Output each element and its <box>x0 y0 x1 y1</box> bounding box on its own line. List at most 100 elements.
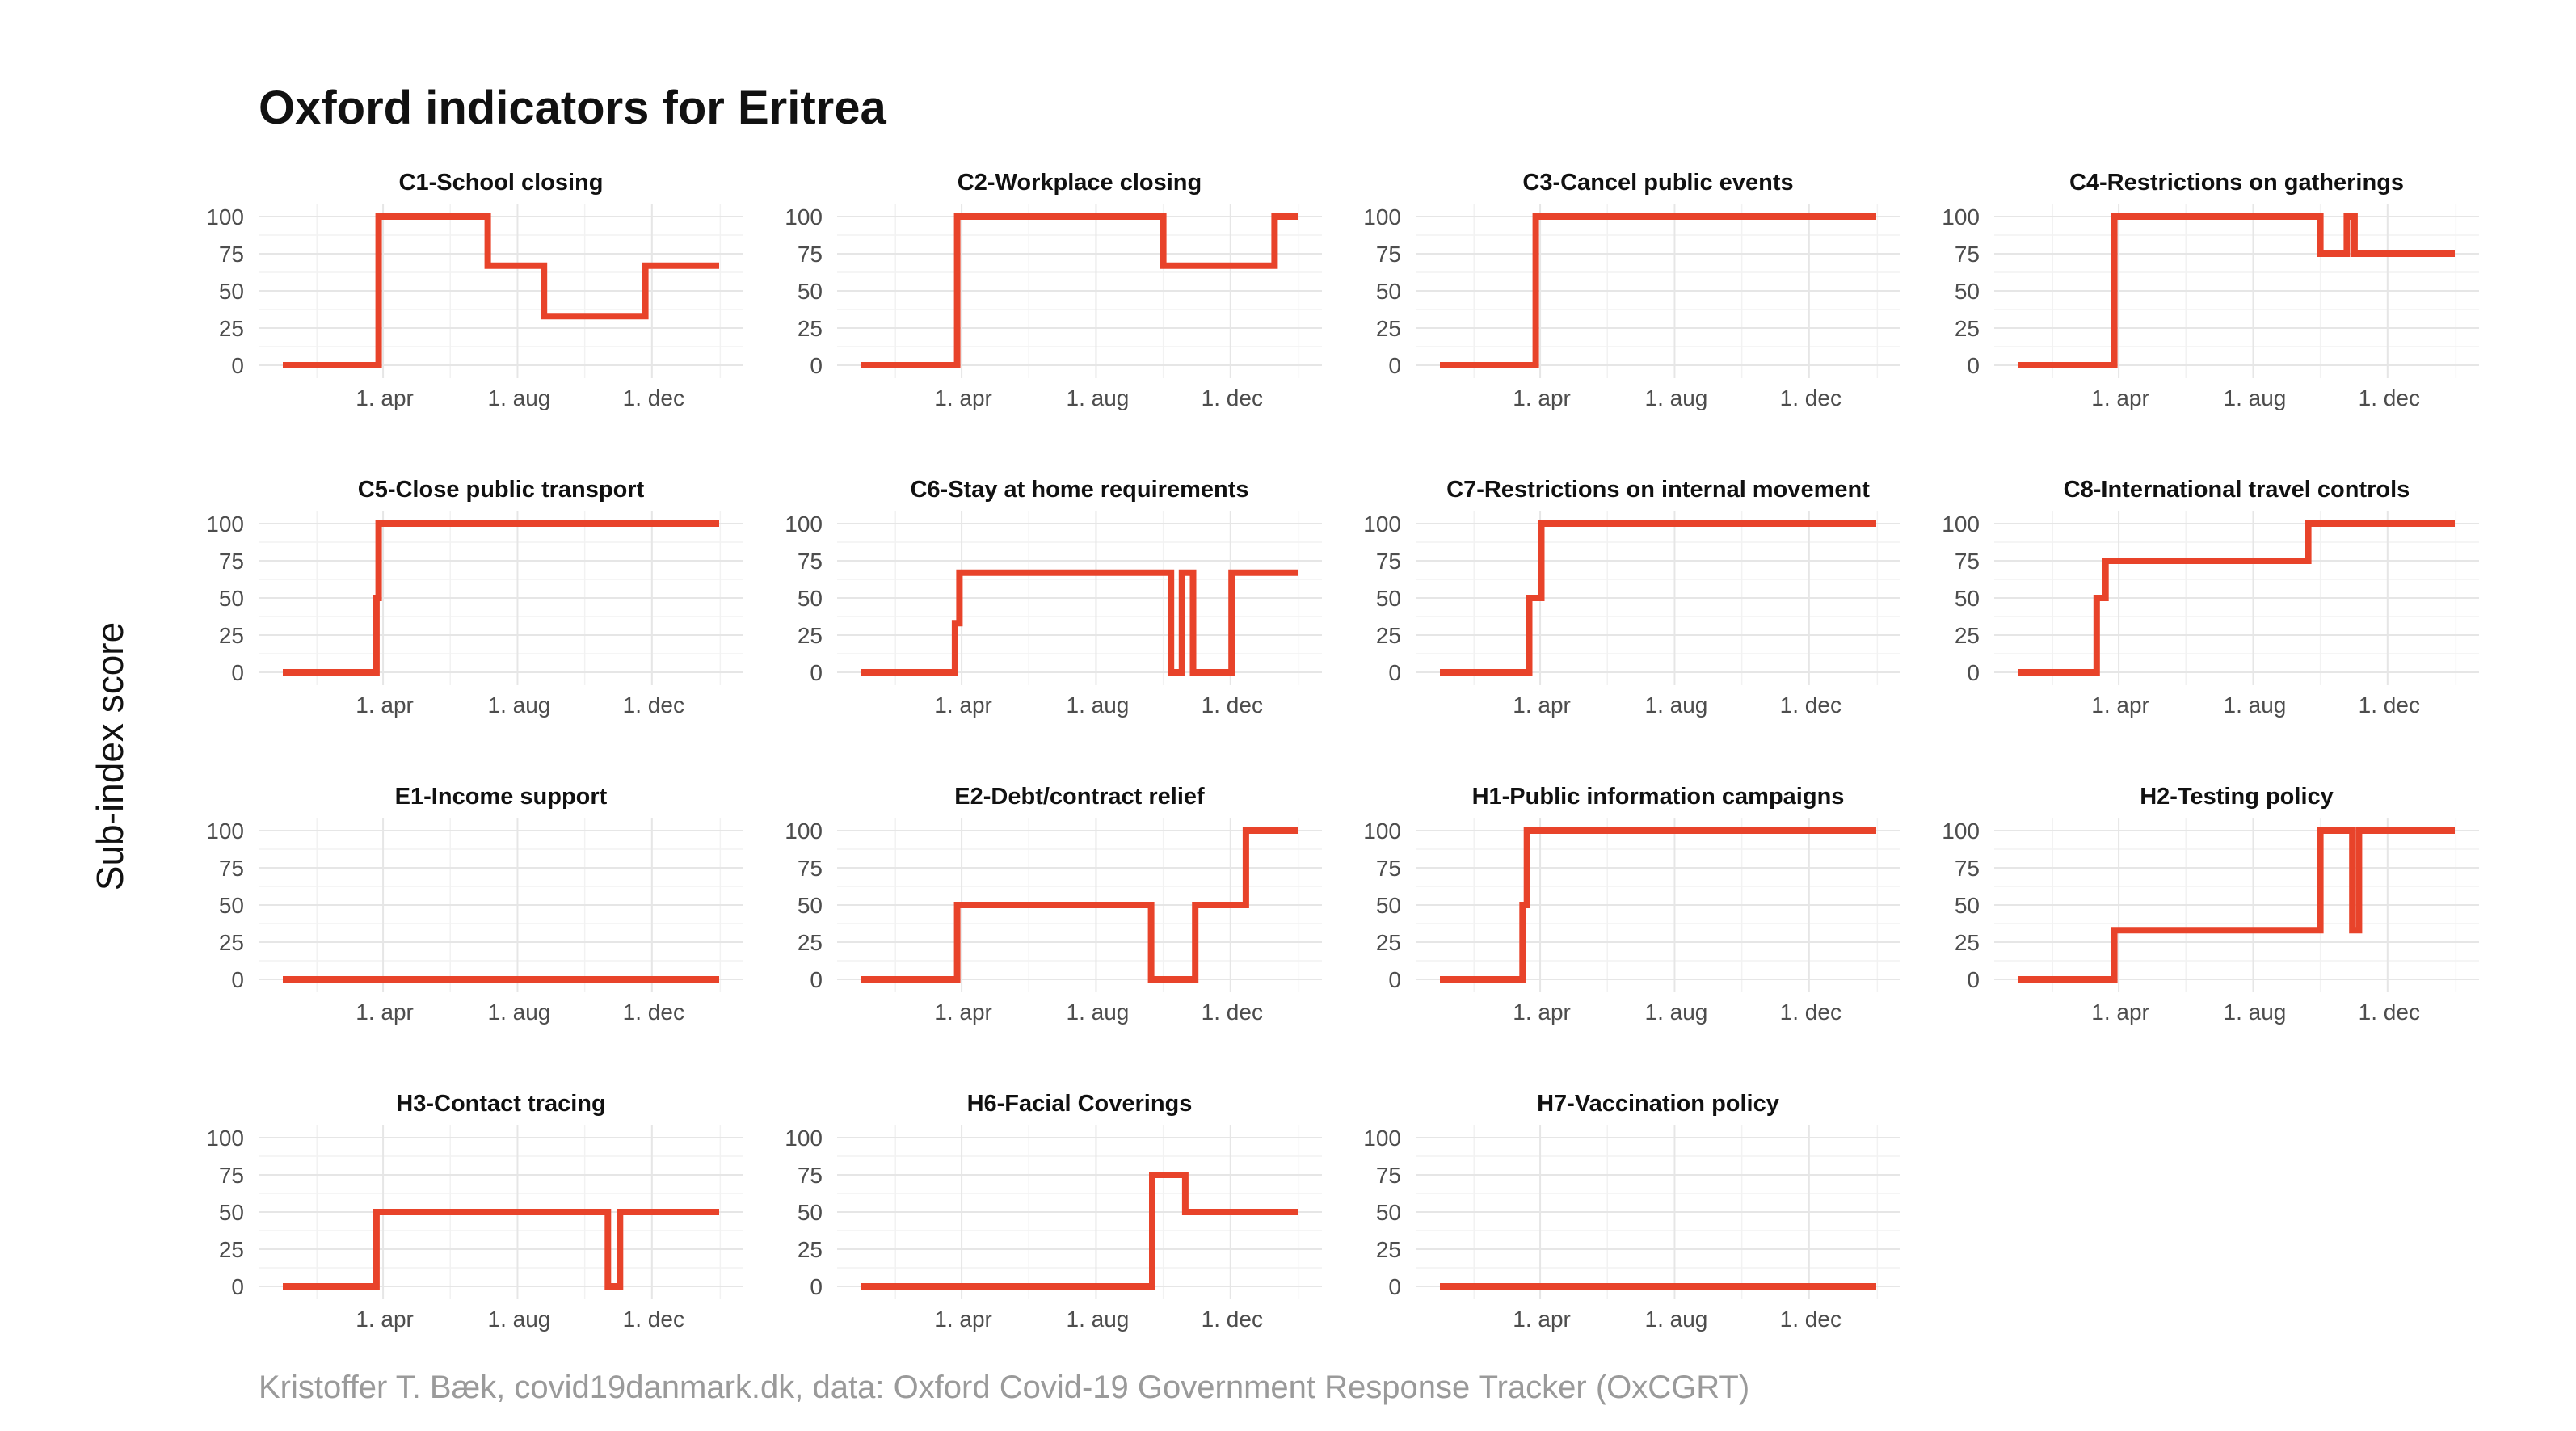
y-tick-label: 50 <box>798 586 823 611</box>
y-tick-label: 0 <box>810 1274 823 1299</box>
y-tick-label: 25 <box>219 930 244 955</box>
y-tick-label: 0 <box>1967 353 1980 378</box>
panel-title: H3-Contact tracing <box>396 1091 605 1117</box>
x-tick-label: 1. apr <box>356 385 414 410</box>
y-tick-label: 0 <box>1388 967 1401 992</box>
panel-title: H6-Facial Coverings <box>967 1091 1193 1117</box>
panel-3: 0 25 50 75 100 1. apr 1. aug 1. dec C3-Cancel pu… <box>1363 170 1900 410</box>
panel-6: 0 25 50 75 100 1. apr 1. aug 1. dec C6-Stay at h… <box>785 477 1322 718</box>
x-tick-label: 1. dec <box>1202 692 1263 718</box>
y-tick-label: 100 <box>1942 204 1980 229</box>
series-line <box>1440 213 1876 368</box>
y-tick-label: 25 <box>1955 623 1980 648</box>
y-tick-label: 0 <box>231 1274 244 1299</box>
x-tick-label: 1. apr <box>934 692 992 718</box>
y-tick-label: 25 <box>1376 623 1401 648</box>
y-tick-label: 50 <box>1376 586 1401 611</box>
x-tick-label: 1. dec <box>1202 1307 1263 1332</box>
y-tick-label: 0 <box>810 967 823 992</box>
panel-title: C1-School closing <box>399 170 604 196</box>
y-tick-label: 50 <box>1955 893 1980 918</box>
y-tick-label: 100 <box>1942 511 1980 537</box>
x-tick-label: 1. apr <box>1513 692 1571 718</box>
x-tick-label: 1. apr <box>1513 1000 1571 1025</box>
x-tick-label: 1. aug <box>488 1000 551 1025</box>
panel-5: 0 25 50 75 100 1. apr 1. aug 1. dec C5-Close pub… <box>206 477 743 718</box>
y-tick-label: 100 <box>206 819 244 844</box>
panel-12: 0 25 50 75 100 1. apr 1. aug 1. dec H2-Testing p… <box>1942 784 2479 1025</box>
y-tick-label: 0 <box>1388 1274 1401 1299</box>
y-tick-label: 25 <box>1376 1237 1401 1262</box>
y-tick-label: 75 <box>798 549 823 574</box>
x-tick-label: 1. dec <box>1780 692 1842 718</box>
y-tick-label: 50 <box>219 893 244 918</box>
panel-title: C2-Workplace closing <box>958 170 1202 196</box>
x-tick-label: 1. dec <box>1780 385 1842 410</box>
y-tick-label: 25 <box>798 623 823 648</box>
panel-4: 0 25 50 75 100 1. apr 1. aug 1. dec C4-Restricti… <box>1942 170 2479 410</box>
panel-title: E1-Income support <box>395 784 608 810</box>
panel-14: 0 25 50 75 100 1. apr 1. aug 1. dec H6-Facial Co… <box>785 1091 1322 1332</box>
y-tick-label: 0 <box>1388 353 1401 378</box>
x-tick-label: 1. apr <box>1513 1307 1571 1332</box>
y-tick-label: 0 <box>1967 967 1980 992</box>
x-tick-label: 1. aug <box>488 385 551 410</box>
series-line <box>861 827 1298 983</box>
x-tick-label: 1. dec <box>2359 1000 2420 1025</box>
panel-title: C6-Stay at home requirements <box>910 477 1248 503</box>
x-tick-label: 1. dec <box>1202 385 1263 410</box>
y-tick-label: 100 <box>206 1126 244 1151</box>
series-line <box>283 213 719 368</box>
x-tick-label: 1. dec <box>1780 1307 1842 1332</box>
y-tick-label: 50 <box>1376 893 1401 918</box>
y-tick-label: 75 <box>1955 856 1980 881</box>
y-tick-label: 50 <box>798 1200 823 1225</box>
y-tick-label: 75 <box>798 856 823 881</box>
series-line <box>861 1172 1298 1290</box>
y-tick-label: 25 <box>219 1237 244 1262</box>
panel-2: 0 25 50 75 100 1. apr 1. aug 1. dec C2-Workplace… <box>785 170 1322 410</box>
x-tick-label: 1. apr <box>934 1000 992 1025</box>
y-tick-label: 25 <box>1955 316 1980 341</box>
panel-8: 0 25 50 75 100 1. apr 1. aug 1. dec C8-Internati… <box>1942 477 2479 718</box>
panel-7: 0 25 50 75 100 1. apr 1. aug 1. dec C7-Restricti… <box>1363 477 1900 718</box>
series-line <box>861 213 1298 368</box>
y-tick-label: 25 <box>798 316 823 341</box>
x-tick-label: 1. apr <box>2091 692 2149 718</box>
series-line <box>2018 827 2455 983</box>
x-tick-label: 1. aug <box>1645 692 1708 718</box>
x-tick-label: 1. apr <box>934 385 992 410</box>
y-tick-label: 50 <box>1376 1200 1401 1225</box>
x-tick-label: 1. dec <box>623 1307 684 1332</box>
y-tick-label: 25 <box>219 316 244 341</box>
y-tick-label: 0 <box>810 660 823 685</box>
panel-15: 0 25 50 75 100 1. apr 1. aug 1. dec H7-Vaccinati… <box>1363 1091 1900 1332</box>
y-tick-label: 75 <box>1955 242 1980 267</box>
panel-11: 0 25 50 75 100 1. apr 1. aug 1. dec H1-Public in… <box>1363 784 1900 1025</box>
x-tick-label: 1. apr <box>356 1000 414 1025</box>
x-tick-label: 1. aug <box>2224 692 2287 718</box>
x-tick-label: 1. aug <box>2224 1000 2287 1025</box>
series-line <box>1440 520 1876 676</box>
y-tick-label: 100 <box>785 204 823 229</box>
y-tick-label: 100 <box>1363 204 1401 229</box>
y-tick-label: 75 <box>798 1163 823 1188</box>
y-tick-label: 100 <box>785 1126 823 1151</box>
x-tick-label: 1. aug <box>1645 385 1708 410</box>
page-title: Oxford indicators for Eritrea <box>259 82 886 134</box>
x-tick-label: 1. dec <box>2359 385 2420 410</box>
y-tick-label: 100 <box>1363 819 1401 844</box>
y-tick-label: 100 <box>1363 511 1401 537</box>
y-tick-label: 75 <box>219 549 244 574</box>
x-tick-label: 1. aug <box>2224 385 2287 410</box>
y-tick-label: 25 <box>1376 930 1401 955</box>
panel-title: C5-Close public transport <box>358 477 645 503</box>
y-tick-label: 75 <box>1376 1163 1401 1188</box>
x-tick-label: 1. apr <box>356 692 414 718</box>
y-tick-label: 50 <box>1955 586 1980 611</box>
series-line <box>2018 213 2455 368</box>
caption: Kristoffer T. Bæk, covid19danmark.dk, da… <box>259 1370 1750 1405</box>
y-tick-label: 75 <box>1376 242 1401 267</box>
